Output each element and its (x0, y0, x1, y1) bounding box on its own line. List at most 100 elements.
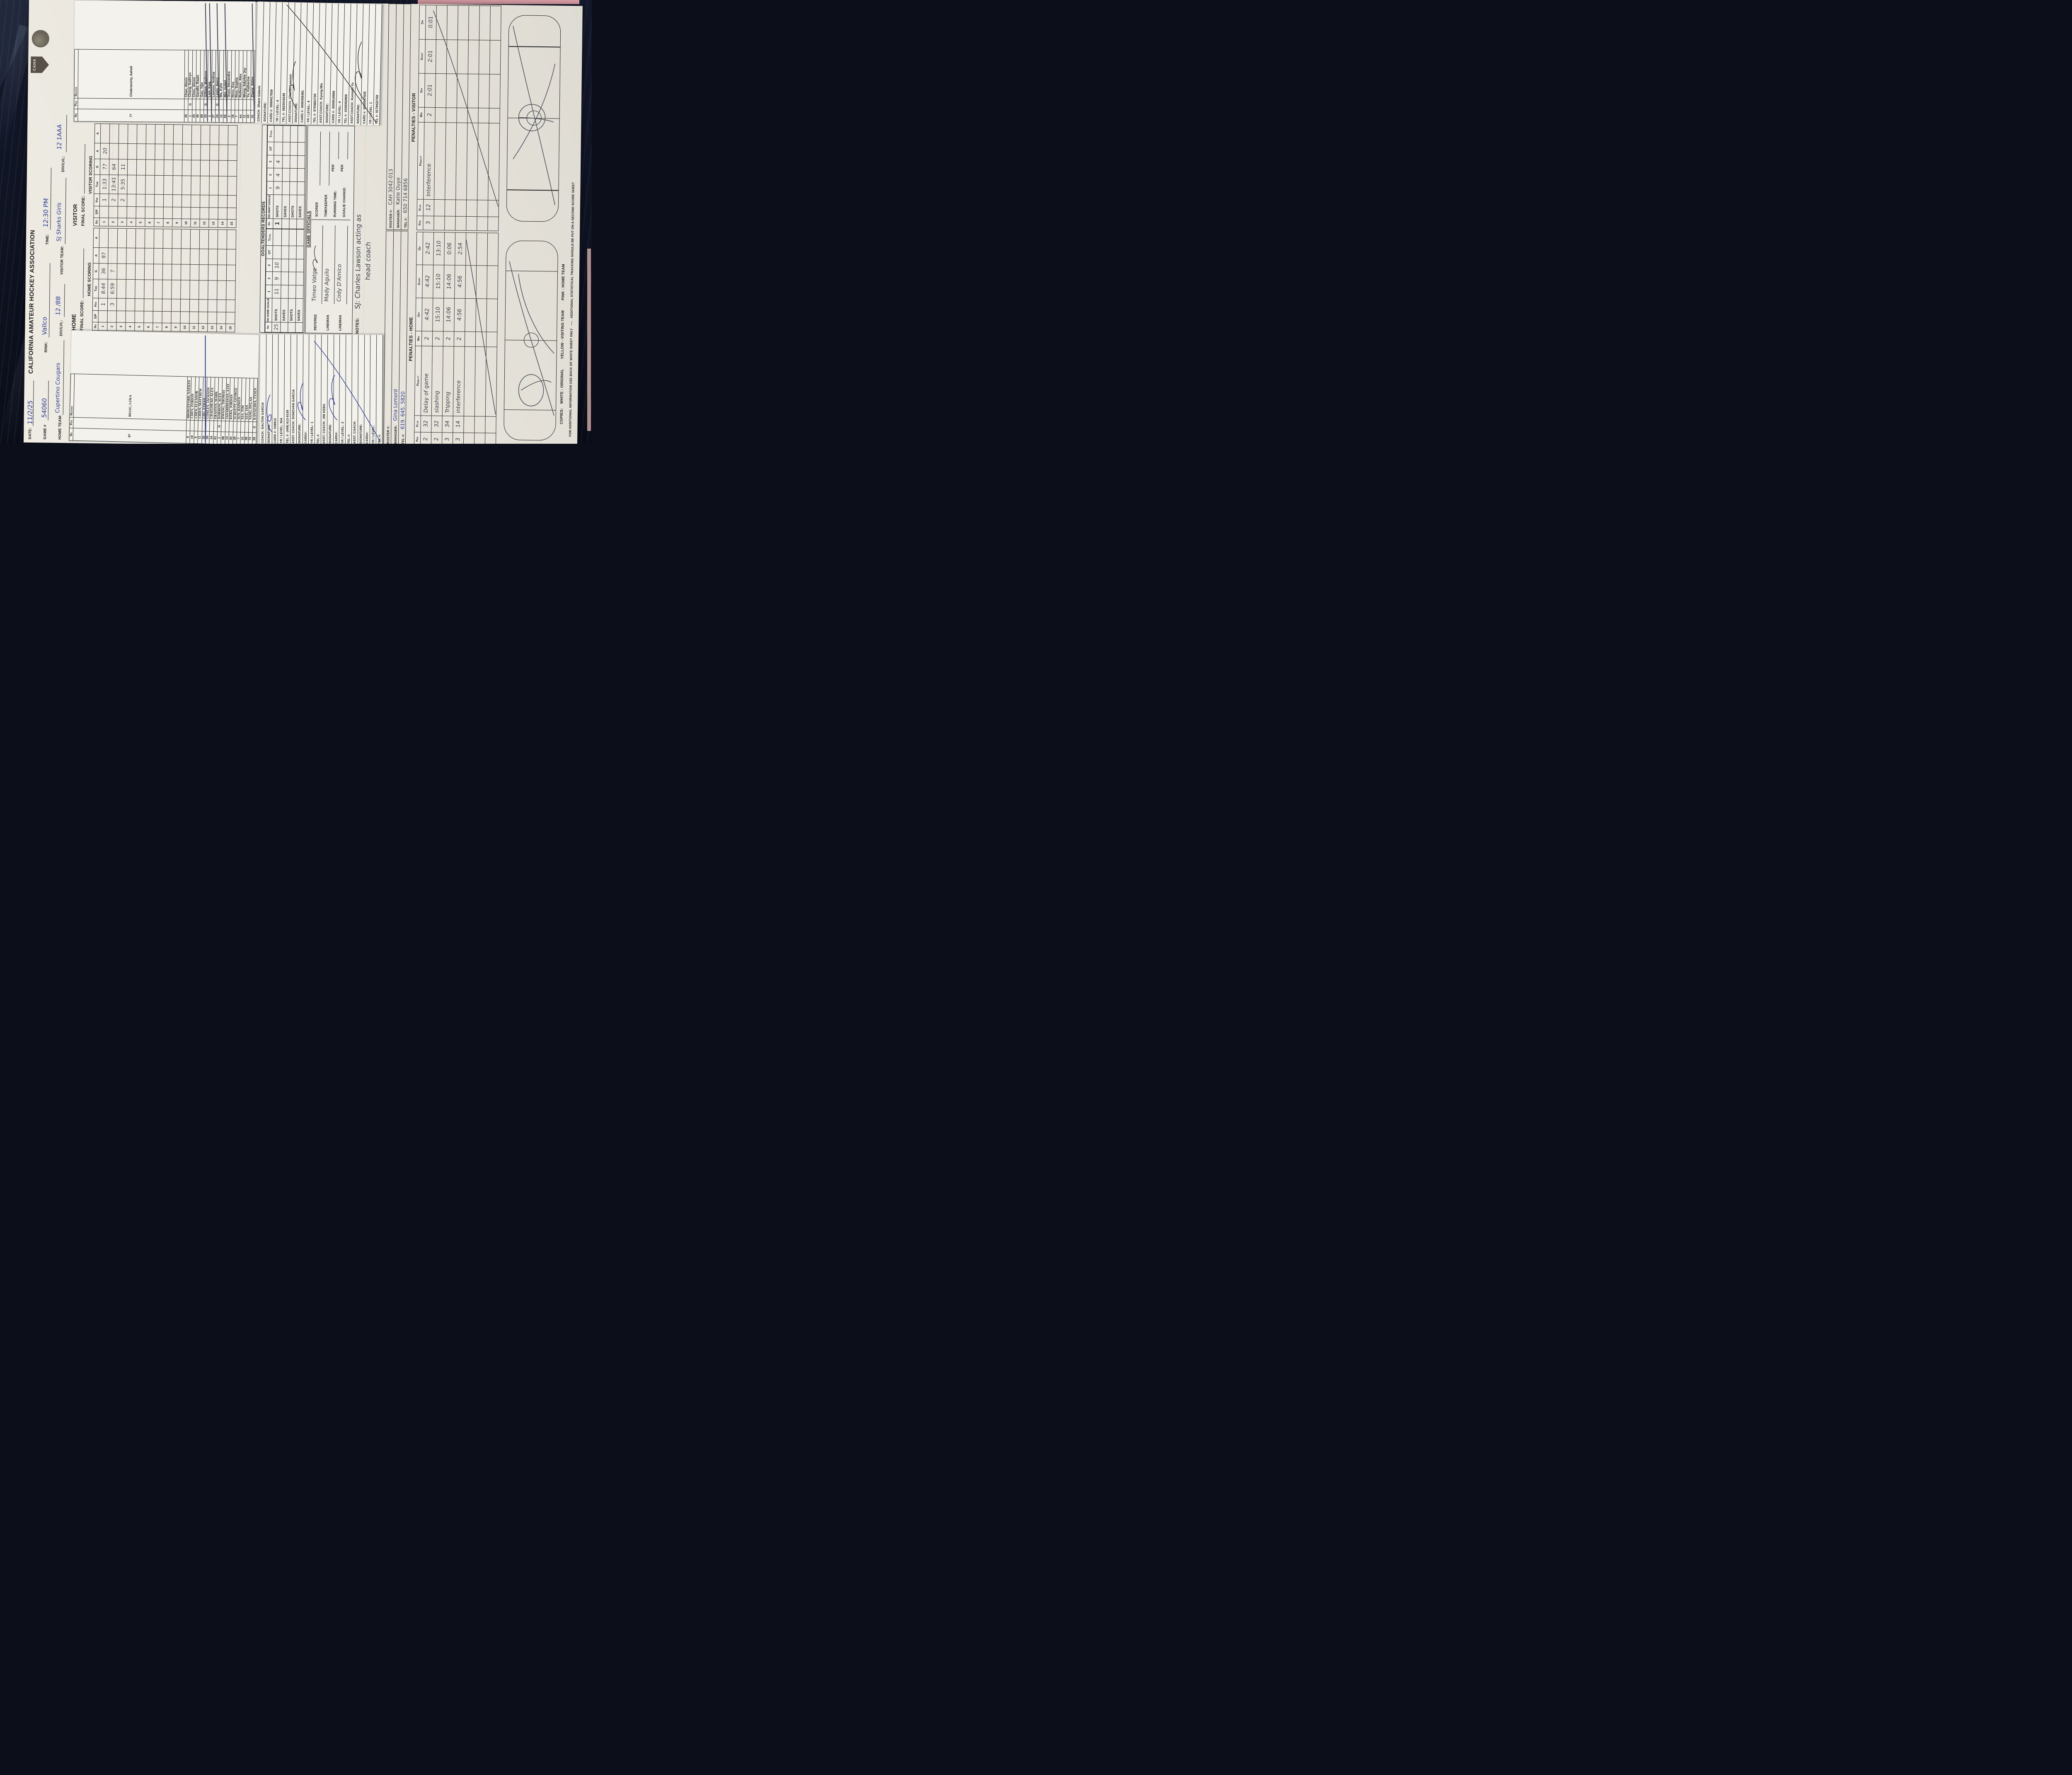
visitor-final-score-label: FINAL SCORE: (81, 196, 86, 226)
home-team-label: HOME TEAM: (58, 414, 62, 440)
home-team-value: Cupertino Cougars (54, 362, 62, 414)
visitor-scoring-row: 10 (181, 124, 192, 227)
visitor-roster-number-label: ROSTER #: (389, 209, 393, 228)
home-tel: 619. 645. 5820 (399, 391, 406, 430)
penalties-visitor-block: Per Plyr Penalty Min Off Start On 3 12 I… (416, 5, 501, 232)
col-sp: S/P (94, 206, 100, 218)
visitor-scoring-block: VISITOR FINAL SCORE: VISITOR SCORING No … (72, 123, 238, 228)
visitor-roster-col-no: No (74, 109, 78, 122)
pink-copy-edge (587, 249, 591, 431)
association-title: CALIFORNIA AMATEUR HOCKEY ASSOCIATION (27, 230, 36, 374)
home-scoring-row: 15 (225, 229, 236, 332)
visitor-team-label: VISITOR TEAM: (59, 246, 64, 275)
home-scoring-row: 6 (143, 228, 154, 331)
home-penalties-scribble (466, 239, 496, 415)
on-home-goalie-header: ON HOME GOALIE (265, 298, 272, 322)
visitor-manager-block: ROSTER #: CAH 3042-013 MANAGER: Katie Ou… (386, 3, 411, 230)
home-scoring-table: 1 1 8:44 36 97 2 3 6:59 7 (98, 227, 236, 332)
notes-line2: head coach (363, 241, 372, 281)
visitor-div-value: 12 1AAA (56, 124, 63, 150)
rink-label: RINK: (44, 341, 48, 353)
visitor-scoring-row: 7 (154, 124, 165, 227)
col-per: Per (94, 193, 100, 206)
visitor-scoring-row: 12 (199, 124, 210, 227)
sheet-header: DATE: 11/2/25 CALIFORNIA AMATEUR HOCKEY … (26, 2, 73, 440)
col-a: A (94, 123, 101, 143)
home-roster-row: 59 G KANAZAWA, TYSEN (252, 335, 259, 444)
home-scoring-row: 2 3 6:59 7 (107, 227, 118, 331)
pink-copy-edge (418, 0, 579, 4)
visitor-scoring-row: 13 (208, 124, 219, 228)
home-diagram-scribbles (509, 261, 554, 416)
visitor-roster-row: 77 Chakravorty, Aaheli (77, 1, 185, 122)
col-time: Time (94, 174, 100, 194)
visitor-diagram-scribbles (513, 26, 555, 206)
visitor-scoring-row: 11 (190, 124, 201, 227)
visitor-roster-col-pos: Pos (74, 98, 78, 109)
home-scoring-row: 12 (198, 229, 209, 332)
visitor-scoring-row: 15 (227, 125, 237, 228)
visitor-scoring-table: 1 1 1:33 77 20 2 2 13:41 64 (99, 123, 237, 228)
visitor-scoring-title: VISITOR SCORING (88, 155, 94, 194)
rink-value: Vallco (41, 316, 48, 336)
visitor-manager-label: MANAGER: (396, 209, 400, 228)
col-per: Per (92, 298, 99, 311)
home-tel-label: TEL #: (401, 433, 405, 444)
col-sp: S/P (92, 310, 99, 322)
home-section-title: HOME (70, 314, 77, 331)
home-manager-block: ROSTER #: MANAGER: Gina Lomord TEL #: 61… (383, 230, 409, 444)
club-emblem-logo (31, 30, 50, 48)
visitor-scoring-row: 4 (126, 123, 137, 227)
photo-background: DATE: 11/2/25 CALIFORNIA AMATEUR HOCKEY … (0, 0, 592, 444)
home-final-score-value (79, 248, 84, 298)
game-officials: GAME OFFICIALS REFEREE Timeo Vatge LINEM… (305, 125, 355, 334)
home-scoring-row: 7 (152, 228, 163, 331)
home-rink-diagram (503, 240, 558, 441)
info-line: FOR ADDITIONAL INFORMATION USE BACK OF W… (568, 182, 575, 437)
visitor-tel: 650 714 6856 (402, 178, 409, 213)
home-scoring-row: 1 1 8:44 36 97 (98, 227, 109, 331)
visitor-roster-number: CAH 3042-013 (387, 169, 394, 205)
home-manager: Gina Lomord (392, 389, 399, 421)
col-g: G (93, 263, 99, 279)
visitor-div-label: DIV/LVL: (61, 156, 65, 172)
goalie-row: SAVES (296, 126, 305, 230)
penalties-home-block: Per Plyr Penalty Min Off Start On 2 32 D… (414, 232, 499, 444)
penalties-visitor-title: PENALTIES - VISITOR (411, 93, 417, 142)
copies-line: COPIES: WHITE - ORIGINAL YELLOW - VISITI… (559, 264, 566, 424)
visitor-rink-diagram (506, 15, 561, 222)
coach-signatures (266, 341, 380, 442)
home-coach-box: COACH: DALTON GARCIA SIGNATURE: CARD #: … (259, 334, 384, 444)
home-scoring-row: 10 (180, 229, 191, 332)
goalie-row: 1 SHOTS 9 4 4 (273, 125, 283, 229)
visitor-final-score-value (80, 144, 85, 194)
away-goalie-rows: 1 SHOTS 9 4 4 SAVES (273, 125, 305, 230)
col-time: Time (92, 279, 99, 298)
date-label: DATE: (28, 428, 32, 440)
game-number-label: GAME # (43, 424, 47, 440)
visitor-scoring-row: 9 (172, 124, 183, 227)
home-scoring-row: 3 (116, 228, 127, 331)
home-div-label: DIV/LVL: (59, 320, 63, 336)
scoresheet: DATE: 11/2/25 CALIFORNIA AMATEUR HOCKEY … (23, 0, 583, 444)
caha-shield-logo: CAHA (31, 56, 49, 73)
visitor-scoring-row: 1 1 1:33 77 20 (99, 123, 110, 226)
goaltenders-records: GOALTENDERS RECORDS No ON HOME GOALIE 1 … (259, 124, 307, 334)
col-no: No (93, 218, 100, 226)
visitor-roster-row: 31 Zhang, Abbie (250, 2, 255, 123)
notes-label: NOTES: (355, 317, 360, 334)
goalie-row: SAVES (295, 229, 304, 333)
notes-section: NOTES: SJ: Charles Lawson acting as head… (353, 127, 385, 334)
visitor-roster-table: 77 Chakravorty, Aaheli 25 Chan, Alexis 1… (77, 1, 255, 123)
notes-line1: SJ: Charles Lawson acting as (353, 214, 363, 310)
col-a: A (93, 228, 99, 248)
visitor-scoring-row: 14 (218, 125, 228, 228)
home-scoring-row: 9 (171, 228, 182, 332)
visitor-scoring-row: 2 2 13:41 64 (108, 123, 119, 227)
home-scoring-row: 8 (162, 228, 172, 331)
visitor-section-title: VISITOR (72, 204, 78, 226)
penalties-home-title: PENALTIES - HOME (408, 317, 414, 361)
home-manager-label: MANAGER: (393, 425, 398, 444)
home-scoring-row: 5 (134, 228, 145, 331)
visitor-manager: Katie Ouye (395, 177, 401, 205)
